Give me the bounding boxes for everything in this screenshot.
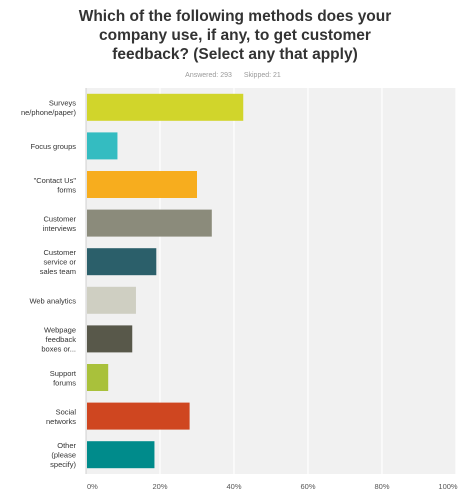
- bar: [87, 325, 133, 353]
- category-label-line: service or: [43, 258, 76, 267]
- x-tick-label: 60%: [300, 482, 315, 491]
- category-label: Surveys ne/phone/paper): [21, 99, 77, 118]
- category-label-line: Other: [57, 441, 76, 450]
- x-tick-label: 0%: [87, 482, 98, 491]
- category-label: Social networks: [46, 407, 76, 426]
- bar: [87, 171, 197, 198]
- category-label: Other (please specify): [50, 441, 76, 469]
- bar: [87, 286, 136, 314]
- category-label-line: Support: [50, 369, 77, 378]
- category-label: Support forums: [50, 369, 77, 388]
- skipped-count: Skipped: 21: [243, 72, 281, 79]
- category-label-line: interviews: [43, 224, 77, 233]
- category-label-line: forms: [57, 185, 76, 194]
- category-label-line: (please: [51, 451, 76, 460]
- bar: [87, 364, 109, 391]
- response-stats: Answered: 293 Skipped: 21: [0, 72, 466, 79]
- bar: [87, 441, 155, 469]
- category-label-line: Focus groups: [31, 142, 77, 151]
- x-tick-label: 20%: [152, 482, 167, 491]
- category-label: Focus groups: [31, 142, 77, 151]
- question-title: Which of the following methods does your…: [78, 8, 392, 63]
- category-label: Customer service or sales team: [40, 248, 77, 276]
- category-label-line: Social: [56, 407, 77, 416]
- bar: [87, 93, 244, 121]
- category-label-line: sales team: [40, 267, 76, 276]
- category-label-line: Webpage: [44, 325, 76, 334]
- bar: [87, 132, 118, 160]
- category-label-line: specify): [50, 460, 76, 469]
- bar: [87, 209, 212, 237]
- category-label-line: forums: [53, 378, 76, 387]
- x-tick-label: 80%: [374, 482, 389, 491]
- category-label-line: feedback: [46, 335, 77, 344]
- category-label-line: boxes or...: [41, 344, 76, 353]
- category-label-line: Customer: [43, 214, 76, 223]
- category-label-line: Web analytics: [29, 296, 76, 305]
- category-label: Web analytics: [29, 296, 76, 305]
- answered-count: Answered: 293: [185, 72, 232, 79]
- x-tick-label: 100%: [438, 482, 458, 491]
- category-label-line: ne/phone/paper): [21, 108, 77, 117]
- x-tick-label: 40%: [226, 482, 241, 491]
- category-label: "Contact Us" forms: [34, 176, 77, 195]
- bar: [87, 248, 157, 276]
- category-label: Webpage feedback boxes or...: [41, 325, 76, 353]
- category-label-line: Surveys: [49, 99, 76, 108]
- category-label-line: "Contact Us": [34, 176, 77, 185]
- category-label-line: Customer: [43, 248, 76, 257]
- bar: [87, 402, 190, 430]
- category-label-line: networks: [46, 417, 76, 426]
- category-label: Customer interviews: [43, 214, 77, 233]
